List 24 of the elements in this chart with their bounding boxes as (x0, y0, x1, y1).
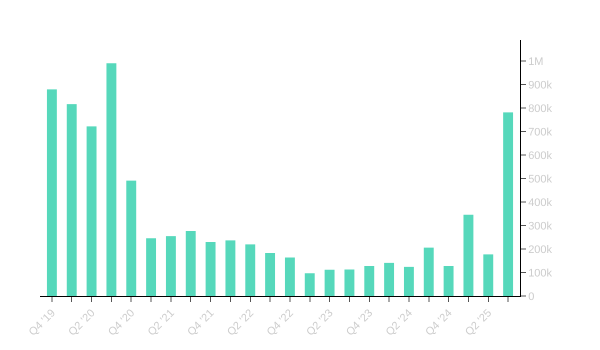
bar (186, 230, 196, 296)
bar (424, 248, 434, 296)
bar (503, 112, 514, 296)
bar (206, 242, 216, 296)
bar (344, 269, 354, 296)
bar (265, 253, 276, 296)
bar (126, 180, 136, 296)
bar (324, 270, 335, 296)
bar (146, 238, 156, 296)
bar (483, 254, 494, 296)
bar (46, 89, 57, 296)
bar (66, 104, 77, 296)
bar (166, 236, 176, 296)
bar (384, 262, 394, 296)
bar (444, 266, 454, 296)
bar (463, 214, 474, 296)
bar (106, 63, 116, 296)
bar (245, 244, 256, 296)
bar (304, 273, 315, 296)
bar (86, 126, 97, 296)
bar (364, 266, 374, 296)
bar (284, 257, 295, 296)
bar (225, 240, 236, 296)
bar (404, 266, 414, 296)
